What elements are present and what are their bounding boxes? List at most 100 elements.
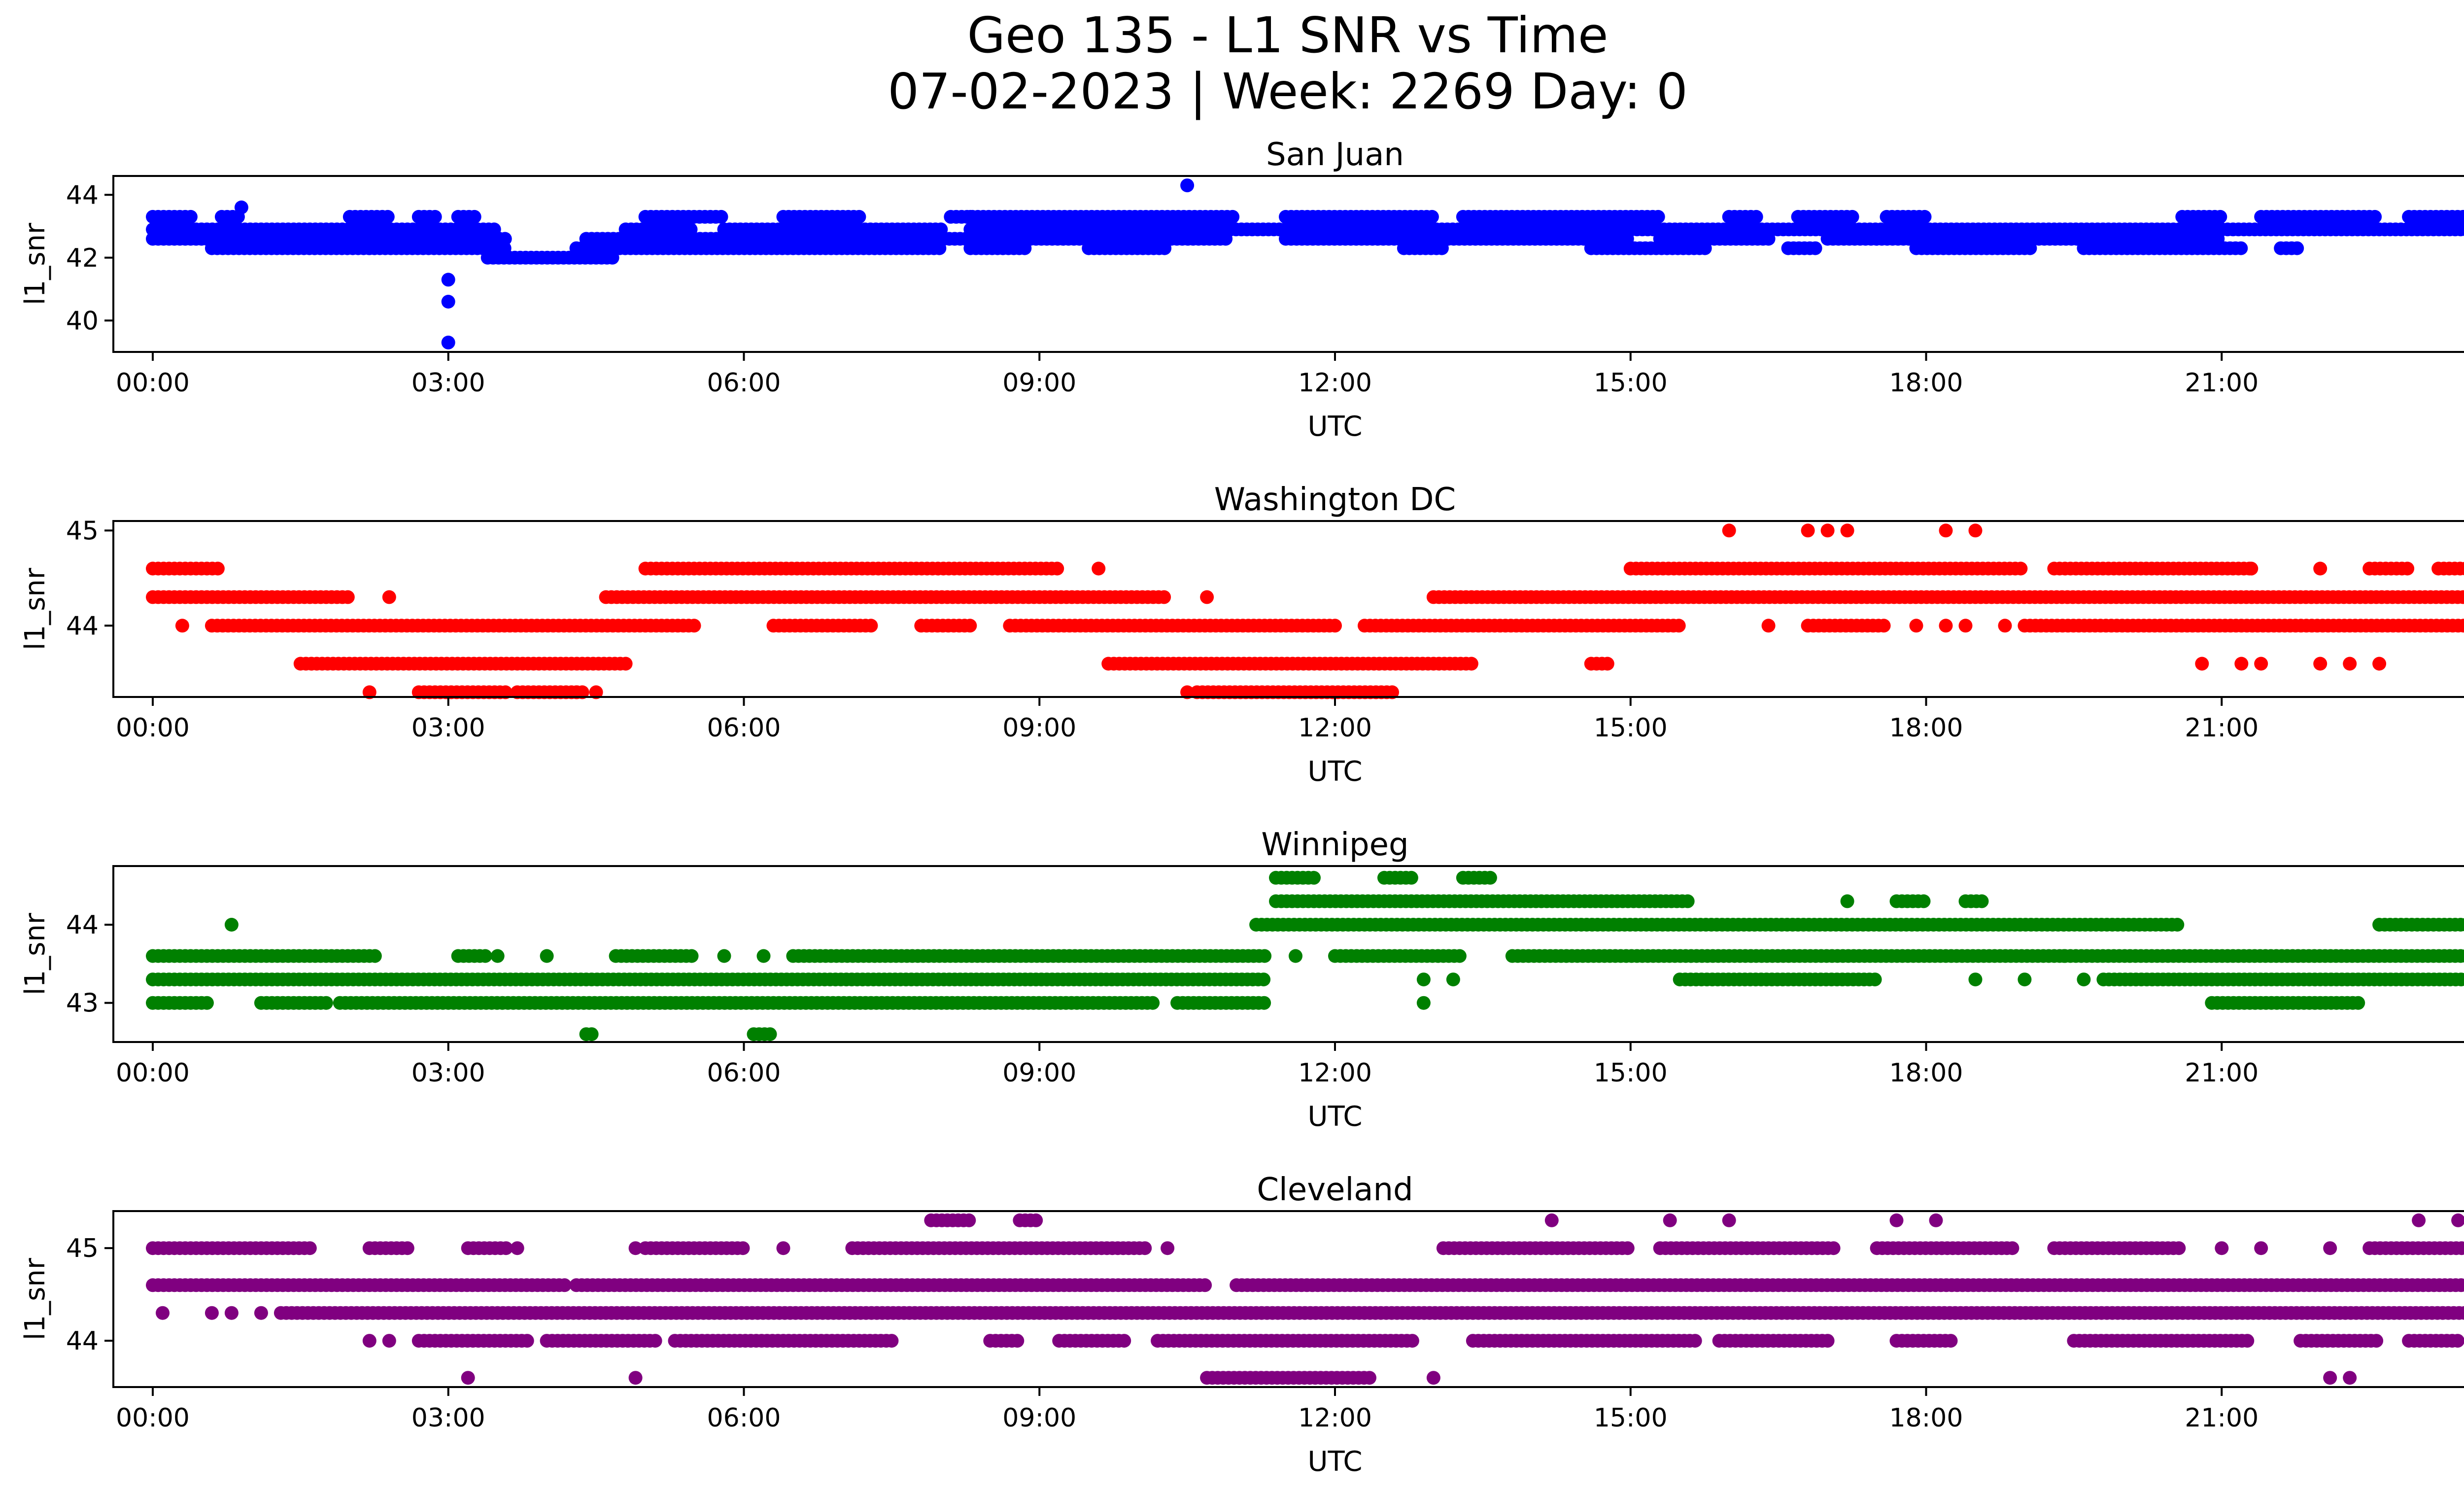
data-point [1939, 619, 1953, 633]
data-point [1845, 209, 1859, 224]
data-point [183, 209, 198, 224]
data-point [1868, 973, 1882, 987]
figure-title-line-1: Geo 135 - L1 SNR vs Time [967, 6, 1608, 64]
y-tick-label: 43 [66, 989, 99, 1018]
x-tick-label: 06:00 [707, 368, 781, 398]
data-point [2351, 996, 2365, 1010]
data-point [736, 1241, 750, 1255]
panel-title: Winnipeg [1261, 827, 1408, 863]
scatter-points [146, 523, 2464, 699]
data-point [2254, 657, 2268, 671]
data-point [520, 1334, 534, 1348]
data-point [1138, 1241, 1152, 1255]
data-point [2014, 561, 2028, 576]
data-point [1722, 523, 1736, 538]
data-point [1117, 1334, 1131, 1348]
data-point [2462, 211, 2464, 222]
data-point [756, 949, 771, 963]
data-point [224, 918, 239, 932]
data-point [584, 1027, 599, 1042]
data-point [400, 1241, 414, 1255]
data-point [1651, 209, 1665, 224]
data-point [1446, 973, 1460, 987]
data-point [303, 1241, 317, 1255]
data-point [1761, 619, 1776, 633]
data-point [2457, 619, 2464, 633]
x-tick-label: 21:00 [2185, 1058, 2259, 1088]
x-tick-label: 12:00 [1298, 713, 1372, 743]
data-point [1620, 1241, 1635, 1255]
data-point [963, 209, 978, 224]
data-point [1416, 973, 1431, 987]
panel-title: Washington DC [1214, 482, 1456, 518]
x-tick-label: 09:00 [1002, 1058, 1076, 1088]
y-tick-label: 40 [66, 306, 99, 336]
data-point [540, 949, 554, 963]
data-point [687, 619, 701, 633]
data-point [1146, 996, 1160, 1010]
y-axis-label: l1_snr [19, 222, 51, 305]
data-point [498, 685, 513, 699]
data-point [1289, 949, 1302, 963]
data-point [1257, 996, 1271, 1010]
data-point [441, 273, 455, 287]
data-point [1404, 870, 1418, 885]
data-point [618, 657, 633, 671]
x-tick-label: 03:00 [411, 1058, 485, 1088]
data-point [1200, 590, 1214, 604]
data-point [1826, 1241, 1841, 1255]
data-point [1672, 619, 1686, 633]
data-point [589, 685, 603, 699]
data-point [441, 335, 455, 349]
data-point [1425, 209, 1439, 224]
data-point [2195, 657, 2209, 671]
data-point [1018, 241, 1032, 255]
data-point [2372, 657, 2387, 671]
panel-winnipeg: Winnipeg UTC l1_snr 00:00 03:00 06:00 09:00… [19, 827, 2464, 1133]
data-point [1680, 894, 1695, 908]
data-point [1158, 241, 1172, 255]
data-point [605, 250, 619, 265]
data-point [1975, 894, 1989, 908]
x-tick-label: 00:00 [116, 713, 190, 743]
y-axis-label: l1_snr [19, 567, 51, 650]
data-point [1483, 870, 1497, 885]
data-point [2456, 590, 2464, 604]
data-point [1916, 894, 1931, 908]
y-tick-label: 44 [66, 611, 99, 641]
panel-title: Cleveland [1257, 1172, 1413, 1208]
data-point [441, 232, 455, 246]
x-tick-label: 18:00 [1889, 1058, 1963, 1088]
data-point [1258, 949, 1272, 963]
data-point [1840, 894, 1854, 908]
data-point [1416, 996, 1431, 1010]
data-point [2234, 657, 2249, 671]
data-point [2057, 949, 2071, 963]
y-tick-label: 44 [66, 180, 99, 210]
data-point [1219, 232, 1233, 246]
data-point [2023, 241, 2037, 255]
x-tick-label: 15:00 [1594, 368, 1668, 398]
x-tick-label: 21:00 [2185, 368, 2259, 398]
x-tick-label: 21:00 [2185, 713, 2259, 743]
data-point [1307, 870, 1321, 885]
data-point [1010, 1334, 1025, 1348]
data-point [885, 1334, 899, 1348]
data-point [2459, 918, 2464, 932]
data-point [428, 209, 442, 224]
data-point [2005, 1241, 2019, 1255]
data-point [1226, 209, 1240, 224]
data-point [1877, 619, 1891, 633]
figure-title-line-2: 07-02-2023 | Week: 2269 Day: 0 [888, 63, 1687, 120]
data-point [467, 209, 481, 224]
data-point [1840, 523, 1854, 538]
data-point [2170, 918, 2185, 932]
data-point [362, 241, 376, 255]
x-axis-label: UTC [1307, 1101, 1362, 1133]
data-point [368, 949, 382, 963]
data-point [2456, 209, 2464, 224]
data-point [2290, 241, 2304, 255]
data-point [1257, 973, 1271, 987]
data-point [1092, 561, 1106, 576]
data-point [380, 209, 395, 224]
